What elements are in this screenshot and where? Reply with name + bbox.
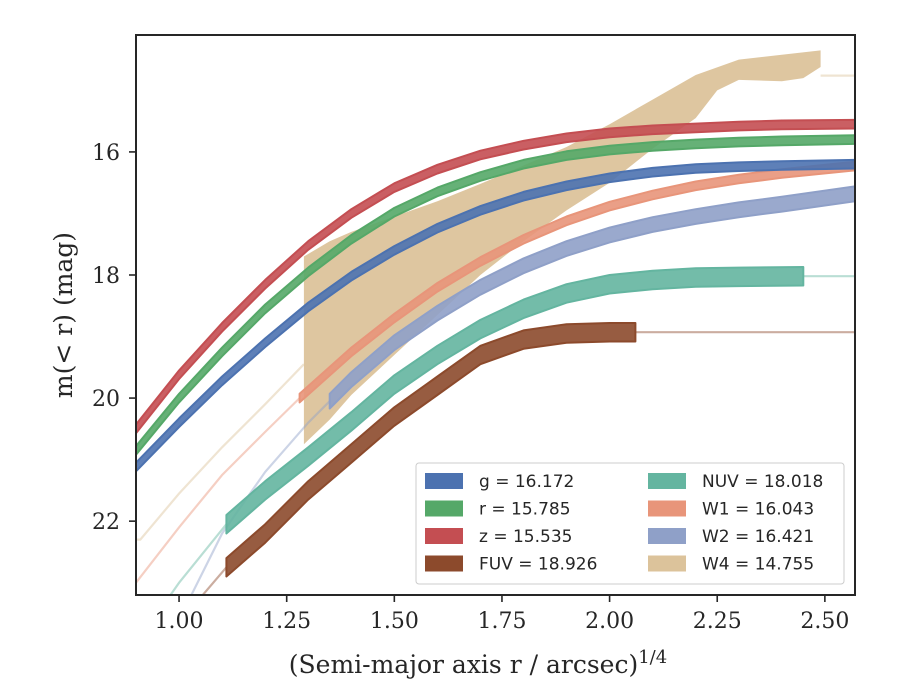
legend: g = 16.172 r = 15.785 z = 15.535 FUV = 18.9… xyxy=(415,462,845,585)
nuv-line xyxy=(225,266,805,535)
y-axis-label: m(< r) (mag) xyxy=(49,232,78,398)
legend-label-w2: W2 = 16.421 xyxy=(702,527,814,547)
y-tick-label: 20 xyxy=(92,387,120,412)
y-tick-label: 16 xyxy=(92,141,120,166)
x-tick-label: 1.00 xyxy=(155,609,204,634)
legend-frame xyxy=(415,462,845,585)
legend-swatch-g xyxy=(425,473,463,489)
z-line xyxy=(136,118,855,435)
nuv-faded-line-1 xyxy=(169,523,228,595)
fuv-line xyxy=(225,322,637,578)
plot-frame xyxy=(135,34,856,596)
r-line xyxy=(136,134,855,456)
legend-swatch-fuv xyxy=(425,555,463,572)
legend-label-z: z = 15.535 xyxy=(479,527,572,547)
y-axis-ticks: 16 18 20 22 xyxy=(92,141,136,535)
x-axis-ticks: 1.00 1.25 1.50 1.75 2.00 2.25 2.50 xyxy=(155,595,849,634)
legend-swatch-w2 xyxy=(648,528,686,544)
legend-swatch-nuv xyxy=(648,473,686,489)
x-axis-label: (Semi-major axis r / arcsec)1/4 xyxy=(289,647,667,679)
legend-label-r: r = 15.785 xyxy=(479,500,571,520)
y-tick-label: 18 xyxy=(92,264,120,289)
w4-faded-line-1 xyxy=(136,363,305,541)
fuv-faded-line-1 xyxy=(201,566,228,595)
legend-swatch-z xyxy=(425,528,463,544)
legend-swatch-w4 xyxy=(648,555,686,572)
x-tick-label: 1.75 xyxy=(477,609,526,634)
legend-label-nuv: NUV = 18.018 xyxy=(702,472,823,492)
legend-swatch-r xyxy=(425,500,463,517)
w2-faded-line-1 xyxy=(190,400,331,595)
y-tick-label: 22 xyxy=(92,510,120,535)
legend-label-w4: W4 = 14.755 xyxy=(702,555,814,575)
w1-line xyxy=(298,160,855,404)
w1-faded-line-1 xyxy=(136,397,301,584)
x-tick-label: 1.25 xyxy=(262,609,311,634)
legend-label-fuv: FUV = 18.926 xyxy=(479,555,597,575)
x-tick-label: 2.50 xyxy=(800,609,849,634)
x-tick-label: 2.00 xyxy=(585,609,634,634)
w2-line xyxy=(328,185,855,410)
series-layer xyxy=(136,50,855,595)
legend-label-g: g = 16.172 xyxy=(479,472,574,492)
legend-swatch-w1 xyxy=(648,500,686,517)
x-tick-label: 1.50 xyxy=(370,609,419,634)
g-line xyxy=(136,158,855,473)
x-tick-label: 2.25 xyxy=(693,609,742,634)
legend-label-w1: W1 = 16.043 xyxy=(702,500,814,520)
